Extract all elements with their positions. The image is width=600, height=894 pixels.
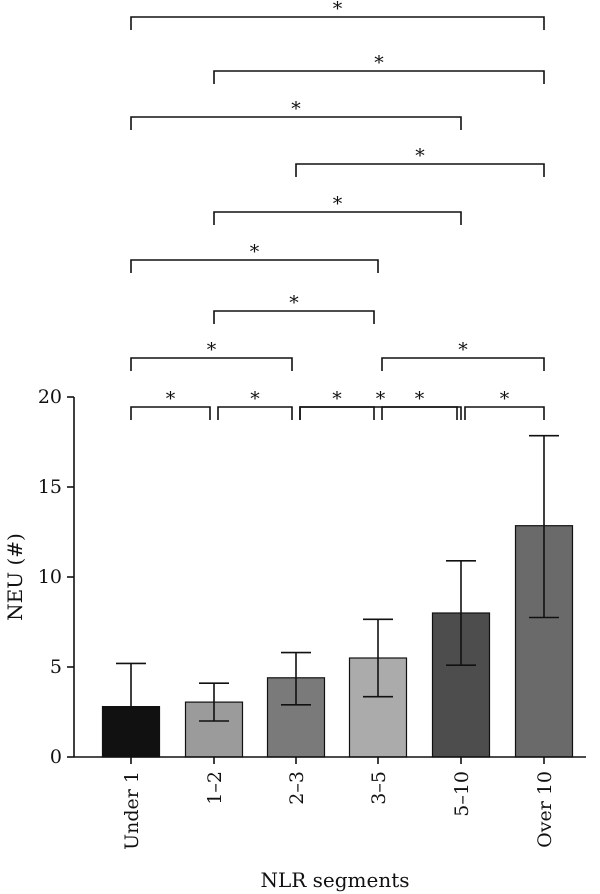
x-axis-title: NLR segments: [260, 868, 409, 892]
significance-bracket-6: [213, 310, 375, 324]
y-tick-label-2: 10: [38, 566, 62, 588]
significance-bracket-1: [213, 70, 545, 84]
significance-star-13: *: [415, 388, 425, 410]
significance-star-7: *: [458, 339, 468, 361]
significance-star-10: *: [166, 388, 176, 410]
significance-star-4: *: [333, 193, 343, 215]
significance-bracket-4: [213, 211, 462, 225]
significance-bracket-13: [381, 406, 458, 420]
x-axis: Under 1 1–2 2–3 3–5 5–10 Over 10: [74, 756, 586, 850]
significance-star-12: *: [332, 388, 342, 410]
y-axis: 0 5 10 15 20: [38, 386, 75, 768]
significance-bracket-0: [130, 16, 545, 30]
x-tick-label-4: 5–10: [451, 771, 473, 817]
significance-star-2: *: [291, 98, 301, 120]
significance-bracket-2: [130, 116, 462, 130]
significance-star-11: *: [250, 388, 260, 410]
significance-star-14: *: [500, 388, 510, 410]
significance-bracket-10: [130, 406, 211, 420]
significance-star-6: *: [289, 292, 299, 314]
bar-series: [101, 434, 574, 758]
x-tick-label-2: 2–3: [286, 771, 308, 805]
significance-star-3: *: [415, 145, 425, 167]
significance-bracket-14: [464, 406, 545, 420]
significance-bracket-8: [130, 357, 293, 371]
significance-bracket-5: [130, 259, 379, 273]
significance-star-0: *: [333, 0, 343, 20]
significance-bracket-11: [217, 406, 293, 420]
significance-bracket-3: [295, 163, 545, 177]
bar-0: [101, 705, 161, 758]
significance-brackets: * * * * * * * * * * * * * * *: [130, 0, 545, 420]
x-tick-label-1: 1–2: [204, 771, 226, 805]
significance-bracket-7: [381, 357, 545, 371]
y-tick-label-1: 5: [50, 656, 62, 678]
significance-bracket-12: [299, 406, 375, 420]
x-tick-label-5: Over 10: [534, 771, 556, 848]
y-axis-title: NEU (#): [3, 533, 27, 621]
x-tick-label-3: 3–5: [368, 771, 390, 805]
y-tick-label-3: 15: [38, 476, 62, 498]
y-tick-label-4: 20: [38, 386, 62, 408]
significance-star-1: *: [374, 52, 384, 74]
x-tick-label-0: Under 1: [121, 771, 143, 850]
y-tick-label-0: 0: [50, 746, 62, 768]
significance-star-8: *: [207, 339, 217, 361]
significance-star-9: *: [376, 388, 386, 410]
significance-star-5: *: [250, 241, 260, 263]
